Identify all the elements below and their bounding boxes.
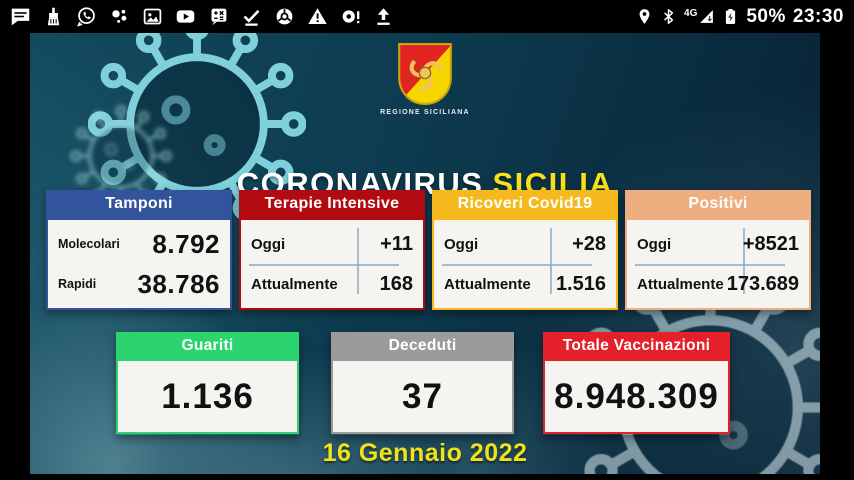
warning-icon xyxy=(308,8,327,24)
stat-value: 1.516 xyxy=(555,272,606,295)
alert-icon xyxy=(342,10,360,24)
date-label: 16 Gennaio 2022 xyxy=(322,439,528,467)
divider xyxy=(249,264,399,266)
stat-value: 8.948.309 xyxy=(554,376,719,416)
card-guariti: Guariti 1.136 xyxy=(116,332,299,435)
message-icon xyxy=(11,8,30,26)
network-type-label: 4G xyxy=(684,8,698,19)
signal-4g-icon: 4G xyxy=(684,8,715,25)
brush-icon xyxy=(47,7,60,26)
stat-value: +28 xyxy=(572,232,606,255)
system-status-icons: 4G 50% 23:30 xyxy=(636,6,844,28)
coronavirus-sicilia-infographic: REGIONE SICILIANA CORONAVIRUS SICILIA Tam… xyxy=(30,33,820,474)
gallery-icon xyxy=(143,8,162,25)
stat-label: Rapidi xyxy=(58,277,97,291)
card-totale-vaccinazioni: Totale Vaccinazioni 8.948.309 xyxy=(543,332,730,435)
stat-label: Attualmente xyxy=(444,275,531,293)
stat-value: 168 xyxy=(379,272,413,295)
divider xyxy=(442,264,592,266)
battery-charging-icon xyxy=(726,9,736,24)
card-title: Ricoveri Covid19 xyxy=(457,195,593,212)
whatsapp-icon xyxy=(77,7,95,27)
divider xyxy=(743,228,746,294)
card-title: Positivi xyxy=(688,195,748,212)
bluetooth-icon xyxy=(664,9,674,24)
android-status-bar[interactable]: 4G 50% 23:30 xyxy=(0,0,854,33)
stat-value: 1.136 xyxy=(161,376,254,416)
divider xyxy=(550,228,553,294)
card-title: Tamponi xyxy=(105,195,173,212)
sicilia-coat-of-arms-icon xyxy=(398,43,452,105)
chrome-icon xyxy=(276,8,293,25)
youtube-icon xyxy=(176,10,195,23)
upload-icon xyxy=(377,8,390,25)
divider xyxy=(635,264,785,266)
calculator-icon xyxy=(211,8,227,26)
card-title: Guariti xyxy=(181,336,234,354)
stat-label: Attualmente xyxy=(637,275,724,293)
stat-value: 173.689 xyxy=(726,272,799,295)
battery-percent-label: 50% xyxy=(746,5,786,27)
stat-label: Oggi xyxy=(251,235,286,253)
notification-icons xyxy=(10,6,394,27)
card-positivi: Positivi Oggi +8521 Attualmente 173.689 xyxy=(625,190,811,310)
stat-value: 38.786 xyxy=(137,268,220,299)
signal-triangle-icon xyxy=(700,10,714,23)
stat-label: Oggi xyxy=(444,235,479,253)
card-title: Deceduti xyxy=(388,336,457,354)
stat-label: Molecolari xyxy=(58,237,120,251)
card-terapie-intensive: Terapie Intensive Oggi +11 Attualmente 168 xyxy=(239,190,425,310)
clock-label: 23:30 xyxy=(792,5,844,27)
card-deceduti: Deceduti 37 xyxy=(331,332,514,435)
stat-label: Attualmente xyxy=(251,275,338,293)
card-title: Terapie Intensive xyxy=(264,195,400,212)
check-icon xyxy=(243,9,260,26)
region-logo: REGIONE SICILIANA xyxy=(30,42,820,116)
stat-value: +11 xyxy=(380,232,413,255)
card-tamponi: Tamponi Molecolari 8.792 Rapidi 38.786 xyxy=(46,190,232,310)
card-ricoveri-covid19: Ricoveri Covid19 Oggi +28 Attualmente 1.51… xyxy=(432,190,618,310)
stat-value: +8521 xyxy=(742,232,799,255)
location-icon xyxy=(639,9,650,24)
stat-value: 8.792 xyxy=(152,228,220,259)
stat-label: Oggi xyxy=(637,235,672,253)
region-logo-caption: REGIONE SICILIANA xyxy=(380,109,470,116)
stat-value: 37 xyxy=(402,376,443,416)
assistant-icon xyxy=(112,9,127,23)
divider xyxy=(357,228,360,294)
card-title: Totale Vaccinazioni xyxy=(562,336,711,354)
